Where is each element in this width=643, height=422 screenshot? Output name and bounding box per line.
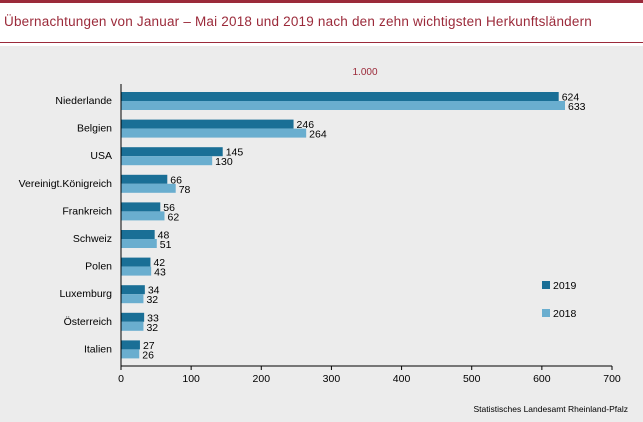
unit-label: 1.000	[352, 67, 377, 78]
category-label-vereinigt-königreich: Vereinigt.Königreich	[19, 178, 113, 190]
bar-2018-niederlande	[121, 101, 566, 110]
category-label-frankreich: Frankreich	[62, 205, 112, 217]
bar-2019-österreich	[121, 312, 145, 322]
bar-2019-vereinigt-königreich	[121, 174, 168, 184]
legend-label-2018: 2018	[553, 308, 577, 320]
category-label-österreich: Österreich	[64, 316, 113, 328]
bar-2018-italien	[121, 349, 140, 359]
value-label-2018-vereinigt-königreich: 78	[179, 184, 191, 196]
category-label-usa: USA	[90, 150, 112, 162]
value-label-2018-luxemburg: 32	[146, 294, 158, 306]
x-tick-label-600: 600	[533, 373, 551, 385]
x-tick-label-100: 100	[182, 373, 200, 385]
value-label-2019-luxemburg: 34	[148, 285, 160, 297]
bar-2018-österreich	[121, 321, 144, 331]
value-label-2019-italien: 27	[143, 340, 155, 352]
bar-2018-belgien	[121, 128, 307, 138]
bar-2019-schweiz	[121, 230, 155, 239]
value-label-2019-frankreich: 56	[163, 202, 175, 214]
bar-2019-usa	[121, 147, 223, 157]
value-label-2018-niederlande: 633	[568, 101, 586, 113]
bar-2019-polen	[121, 257, 151, 267]
x-tick-label-0: 0	[118, 373, 124, 385]
top-rule	[0, 0, 643, 3]
legend-swatch-2019	[542, 281, 550, 289]
value-label-2018-polen: 43	[154, 267, 166, 279]
bar-2018-frankreich	[121, 211, 165, 221]
value-label-2019-österreich: 33	[147, 312, 159, 324]
page-title: Übernachtungen von Januar – Mai 2018 und…	[4, 14, 592, 29]
value-label-2018-frankreich: 62	[167, 211, 179, 223]
x-tick-label-500: 500	[463, 373, 481, 385]
x-tick-label-200: 200	[253, 373, 271, 385]
x-tick-label-300: 300	[323, 373, 341, 385]
bar-2019-belgien	[121, 119, 294, 129]
value-label-2018-schweiz: 51	[160, 239, 172, 251]
x-tick-label-700: 700	[603, 373, 621, 385]
title-rule	[0, 42, 643, 43]
bar-2019-luxemburg	[121, 285, 145, 295]
chart-panel: 1.000 Niederlande 624 633 Belgien 246 264 USA 1…	[0, 46, 643, 422]
bar-2018-schweiz	[121, 239, 157, 248]
category-label-schweiz: Schweiz	[73, 233, 112, 245]
bar-2018-luxemburg	[121, 294, 144, 304]
category-label-italien: Italien	[84, 343, 112, 355]
bar-2019-frankreich	[121, 202, 161, 212]
bar-2019-niederlande	[121, 92, 559, 101]
value-label-2018-italien: 26	[142, 349, 154, 361]
legend-label-2019: 2019	[553, 280, 577, 292]
value-label-2019-vereinigt-königreich: 66	[170, 174, 182, 186]
value-label-2019-usa: 145	[226, 147, 244, 159]
bar-2018-usa	[121, 156, 213, 166]
value-label-2018-usa: 130	[215, 156, 233, 168]
value-label-2019-belgien: 246	[297, 119, 315, 131]
x-tick-label-400: 400	[393, 373, 411, 385]
legend-swatch-2018	[542, 309, 550, 317]
category-label-luxemburg: Luxemburg	[59, 288, 112, 300]
x-axis: 0 100 200 300 400 500 600 700	[118, 84, 621, 385]
source-note: Statistisches Landesamt Rheinland-Pfalz	[474, 404, 629, 414]
category-label-niederlande: Niederlande	[55, 95, 112, 107]
bar-2019-italien	[121, 340, 140, 350]
category-label-polen: Polen	[85, 261, 112, 273]
value-label-2019-schweiz: 48	[158, 230, 170, 242]
legend: 2019 2018	[542, 280, 577, 320]
bar-2018-polen	[121, 266, 152, 276]
category-label-belgien: Belgien	[77, 123, 112, 135]
bar-2018-vereinigt-königreich	[121, 183, 176, 193]
value-label-2019-polen: 42	[153, 257, 165, 269]
value-label-2018-belgien: 264	[309, 129, 327, 141]
value-label-2019-niederlande: 624	[562, 92, 580, 104]
value-label-2018-österreich: 32	[146, 322, 158, 334]
